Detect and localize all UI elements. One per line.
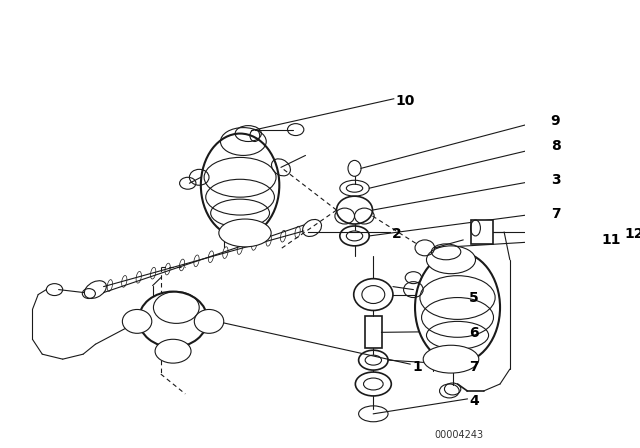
Text: 1: 1 (413, 360, 422, 374)
Text: 12: 12 (624, 227, 640, 241)
Ellipse shape (155, 339, 191, 363)
Ellipse shape (219, 219, 271, 247)
Text: 11: 11 (602, 233, 621, 247)
Ellipse shape (201, 134, 279, 237)
Text: 10: 10 (396, 94, 415, 108)
Bar (365, 316, 381, 348)
Text: 3: 3 (550, 173, 561, 187)
Ellipse shape (122, 310, 152, 333)
Text: 7: 7 (469, 360, 479, 374)
Bar (470, 220, 493, 244)
Text: 9: 9 (550, 114, 561, 128)
Ellipse shape (195, 310, 224, 333)
Text: 8: 8 (550, 139, 561, 154)
Ellipse shape (426, 246, 476, 274)
Text: 6: 6 (469, 326, 479, 340)
Ellipse shape (415, 252, 500, 363)
Ellipse shape (337, 196, 372, 224)
Ellipse shape (423, 345, 479, 373)
Text: 5: 5 (469, 291, 479, 305)
Ellipse shape (355, 372, 391, 396)
Text: 00004243: 00004243 (435, 430, 484, 439)
Text: 2: 2 (392, 227, 402, 241)
Text: 4: 4 (469, 394, 479, 408)
Text: 7: 7 (550, 207, 561, 221)
Ellipse shape (354, 279, 393, 310)
Ellipse shape (139, 292, 207, 347)
